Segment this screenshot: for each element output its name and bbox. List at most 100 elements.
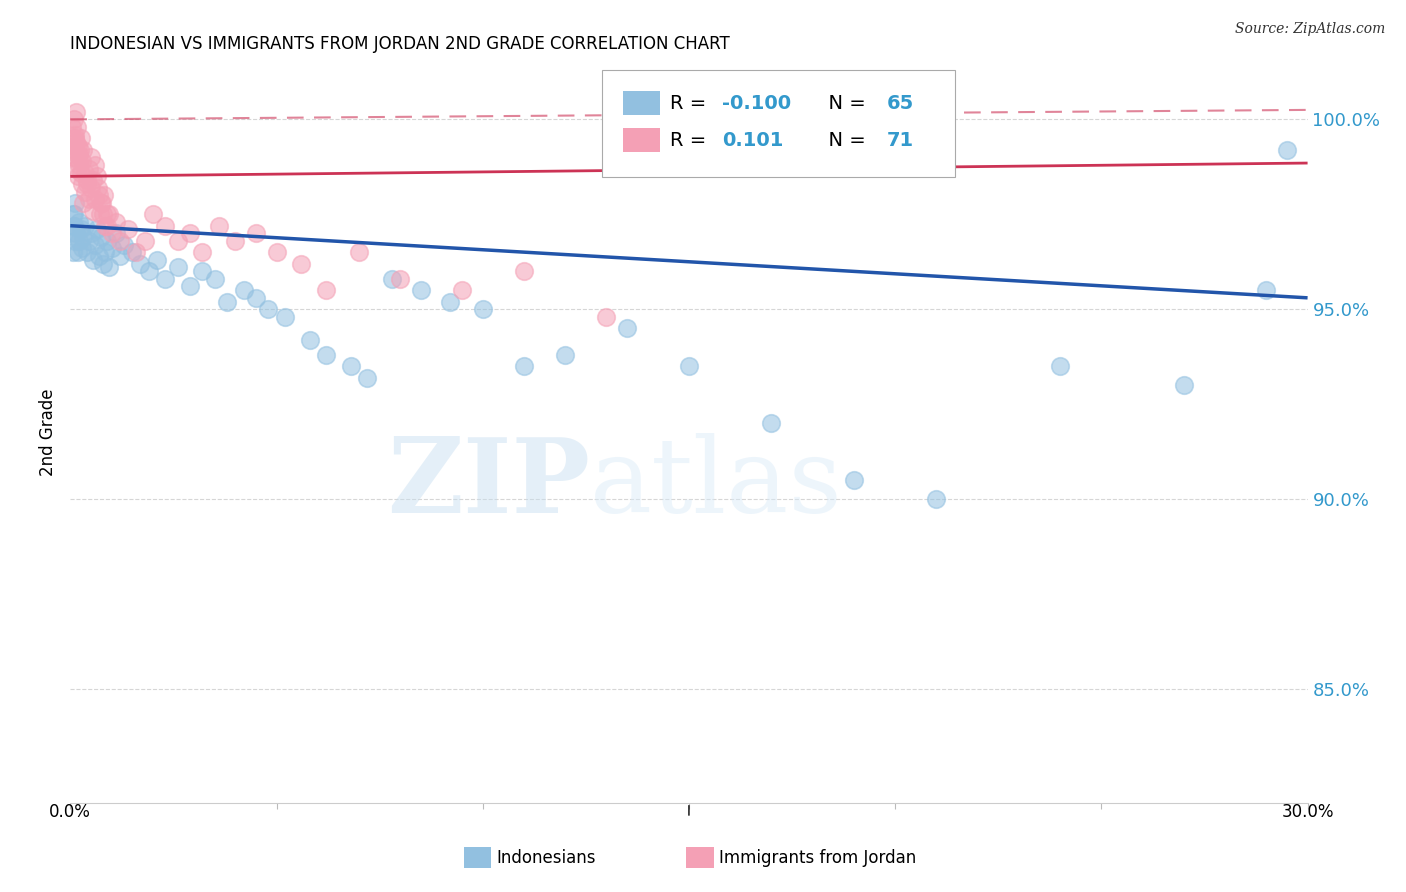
Point <box>66 146 89 161</box>
Point <box>125 245 148 260</box>
Text: Immigrants from Jordan: Immigrants from Jordan <box>718 848 915 867</box>
Point <box>96 219 118 233</box>
Point <box>678 359 700 374</box>
Point <box>315 348 337 362</box>
Point <box>84 192 107 206</box>
FancyBboxPatch shape <box>602 70 955 178</box>
Text: INDONESIAN VS IMMIGRANTS FROM JORDAN 2ND GRADE CORRELATION CHART: INDONESIAN VS IMMIGRANTS FROM JORDAN 2ND… <box>70 35 730 53</box>
FancyBboxPatch shape <box>686 847 714 868</box>
Point <box>257 302 280 317</box>
Point <box>63 139 86 153</box>
Point <box>62 150 84 164</box>
FancyBboxPatch shape <box>623 128 661 152</box>
Point <box>761 416 783 430</box>
Point <box>66 245 89 260</box>
Point <box>121 245 143 260</box>
Point <box>96 207 118 221</box>
Point <box>82 203 104 218</box>
Point <box>191 264 214 278</box>
Text: Indonesians: Indonesians <box>496 848 595 867</box>
Point <box>65 131 87 145</box>
Point <box>96 234 118 248</box>
Text: 71: 71 <box>887 130 914 150</box>
Text: N =: N = <box>817 94 872 112</box>
Point <box>138 264 160 278</box>
Point <box>471 302 494 317</box>
Point <box>76 177 98 191</box>
Point <box>63 143 86 157</box>
Point <box>77 234 100 248</box>
Point <box>75 185 97 199</box>
Point <box>72 177 94 191</box>
Point <box>60 227 83 241</box>
Point <box>245 291 267 305</box>
Text: -0.100: -0.100 <box>723 94 792 112</box>
Point <box>67 234 90 248</box>
Point <box>72 195 94 210</box>
Point <box>67 169 90 184</box>
Point <box>66 120 89 134</box>
Point <box>73 165 96 179</box>
Point <box>90 195 112 210</box>
Point <box>215 294 238 309</box>
Point <box>69 143 91 157</box>
Point <box>62 207 84 221</box>
Point <box>134 234 156 248</box>
Point <box>62 112 84 127</box>
Point <box>439 294 461 309</box>
Text: Source: ZipAtlas.com: Source: ZipAtlas.com <box>1234 22 1385 37</box>
Point <box>89 207 111 221</box>
Point <box>70 154 93 169</box>
Point <box>63 128 86 142</box>
Point <box>66 139 89 153</box>
Point <box>104 227 127 241</box>
Point <box>208 219 231 233</box>
Point <box>67 146 90 161</box>
Point <box>179 279 201 293</box>
Point <box>63 234 86 248</box>
Point <box>77 161 100 176</box>
Point <box>90 195 112 210</box>
Point <box>62 245 84 260</box>
Point <box>94 219 117 233</box>
Point <box>266 245 288 260</box>
Point <box>98 207 121 221</box>
Point <box>93 188 115 202</box>
Point <box>67 158 90 172</box>
Point <box>67 215 90 229</box>
Point <box>117 222 139 236</box>
Point <box>142 207 165 221</box>
Point <box>112 237 135 252</box>
Point <box>245 227 267 241</box>
Point <box>409 283 432 297</box>
FancyBboxPatch shape <box>623 91 661 115</box>
Point <box>82 173 104 187</box>
Point <box>153 219 176 233</box>
Point <box>356 370 378 384</box>
Point <box>80 227 103 241</box>
Point <box>513 359 536 374</box>
Point <box>89 249 111 263</box>
Point <box>451 283 474 297</box>
Point <box>65 104 87 119</box>
Point <box>98 260 121 275</box>
Point <box>224 234 246 248</box>
Point <box>84 237 107 252</box>
Point <box>100 227 122 241</box>
Text: 65: 65 <box>887 94 914 112</box>
Point <box>65 135 87 149</box>
Point <box>62 131 84 145</box>
Point <box>63 219 86 233</box>
Point <box>274 310 297 324</box>
Text: atlas: atlas <box>591 434 842 535</box>
Point <box>146 252 169 267</box>
Point <box>91 207 114 221</box>
Point <box>104 215 127 229</box>
Text: R =: R = <box>671 94 713 112</box>
Point <box>73 219 96 233</box>
Point <box>89 188 111 202</box>
Point <box>70 165 93 179</box>
Point <box>166 234 188 248</box>
Point <box>100 242 122 256</box>
Point <box>554 348 576 362</box>
